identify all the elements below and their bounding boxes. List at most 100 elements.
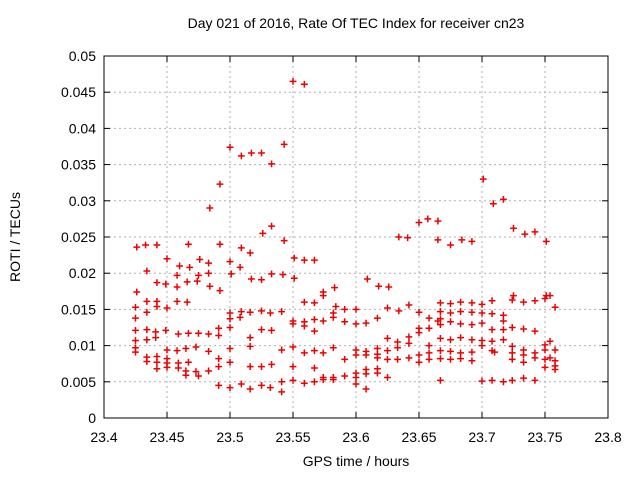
y-tick-label: 0.05 bbox=[69, 48, 96, 64]
data-point bbox=[174, 330, 182, 338]
x-tick-label: 23.6 bbox=[342, 429, 369, 445]
data-point bbox=[227, 270, 235, 278]
data-point bbox=[311, 378, 318, 386]
data-point bbox=[478, 300, 486, 308]
data-point bbox=[226, 143, 234, 151]
data-point bbox=[447, 355, 454, 363]
data-point bbox=[290, 274, 298, 282]
x-tick-label: 23.8 bbox=[594, 429, 621, 445]
chart-title: Day 021 of 2016, Rate Of TEC Index for r… bbox=[188, 15, 525, 31]
data-point bbox=[259, 229, 267, 237]
data-point bbox=[385, 283, 393, 291]
data-point bbox=[468, 237, 476, 245]
data-point bbox=[425, 324, 433, 332]
data-point bbox=[405, 333, 413, 341]
data-point bbox=[457, 320, 464, 328]
data-point bbox=[226, 324, 234, 331]
data-point bbox=[415, 308, 423, 316]
data-point bbox=[319, 376, 327, 384]
data-point bbox=[206, 204, 214, 212]
data-point bbox=[500, 336, 507, 344]
data-point bbox=[153, 353, 161, 360]
y-tick-label: 0.03 bbox=[69, 193, 96, 209]
data-point bbox=[520, 358, 527, 366]
data-point bbox=[192, 343, 200, 351]
data-point bbox=[394, 338, 401, 346]
data-point bbox=[384, 355, 391, 363]
data-point bbox=[311, 299, 318, 307]
data-point bbox=[246, 363, 254, 370]
data-point bbox=[193, 277, 201, 285]
data-point bbox=[143, 298, 151, 305]
data-point bbox=[508, 349, 516, 357]
data-point bbox=[237, 244, 245, 252]
data-point bbox=[541, 295, 549, 302]
data-point bbox=[162, 280, 170, 288]
data-point bbox=[311, 316, 318, 323]
data-point bbox=[246, 308, 254, 316]
data-point bbox=[246, 249, 254, 257]
data-point bbox=[447, 241, 454, 249]
data-point bbox=[132, 337, 139, 344]
data-point bbox=[215, 382, 223, 389]
data-point bbox=[182, 345, 190, 352]
data-point bbox=[143, 308, 151, 316]
data-point bbox=[237, 380, 245, 388]
data-point bbox=[258, 382, 265, 389]
data-point bbox=[153, 303, 161, 310]
data-point bbox=[500, 311, 507, 319]
data-point bbox=[278, 378, 286, 386]
data-point bbox=[531, 376, 539, 384]
data-point bbox=[541, 346, 549, 354]
data-point bbox=[447, 336, 454, 344]
data-point bbox=[488, 376, 496, 384]
x-tick-label: 23.55 bbox=[275, 429, 310, 445]
data-point bbox=[226, 345, 234, 352]
data-point bbox=[132, 303, 139, 311]
data-point bbox=[237, 152, 245, 160]
data-point bbox=[520, 374, 527, 382]
data-point bbox=[500, 378, 507, 386]
data-point bbox=[300, 322, 308, 330]
data-point bbox=[185, 329, 192, 337]
data-point bbox=[176, 262, 183, 270]
data-point bbox=[205, 259, 212, 267]
data-point bbox=[374, 354, 381, 362]
data-point bbox=[205, 367, 212, 375]
data-point bbox=[341, 306, 349, 313]
data-point bbox=[437, 315, 444, 323]
data-point bbox=[478, 342, 486, 349]
data-point bbox=[183, 278, 191, 286]
data-point bbox=[143, 326, 151, 334]
data-point bbox=[133, 243, 141, 251]
data-point bbox=[508, 355, 516, 363]
data-point bbox=[183, 298, 191, 306]
data-point bbox=[405, 340, 413, 347]
data-point bbox=[205, 269, 212, 277]
data-point bbox=[319, 317, 327, 325]
data-point bbox=[311, 327, 318, 335]
data-point bbox=[152, 328, 160, 336]
data-point bbox=[541, 363, 549, 371]
data-point bbox=[246, 342, 254, 350]
data-point bbox=[216, 240, 224, 248]
data-point bbox=[531, 228, 539, 236]
data-point bbox=[162, 326, 170, 334]
data-point bbox=[278, 388, 286, 396]
data-point bbox=[246, 385, 254, 393]
data-point bbox=[132, 348, 139, 356]
data-point bbox=[457, 349, 464, 357]
y-tick-label: 0.025 bbox=[61, 229, 96, 245]
data-point bbox=[173, 271, 181, 279]
data-point bbox=[352, 320, 360, 328]
data-point bbox=[289, 376, 297, 384]
data-point bbox=[280, 237, 288, 245]
data-point bbox=[215, 363, 223, 370]
tick-label-layer: 23.4 23.45 23.5 23.55 23.6 23.65 23.7 23.75 23.8… bbox=[61, 48, 622, 445]
data-point bbox=[133, 288, 141, 296]
data-point bbox=[163, 363, 171, 371]
data-point bbox=[300, 349, 308, 357]
data-point bbox=[425, 342, 433, 349]
x-axis-label: GPS time / hours bbox=[303, 453, 410, 469]
data-point bbox=[362, 319, 370, 327]
